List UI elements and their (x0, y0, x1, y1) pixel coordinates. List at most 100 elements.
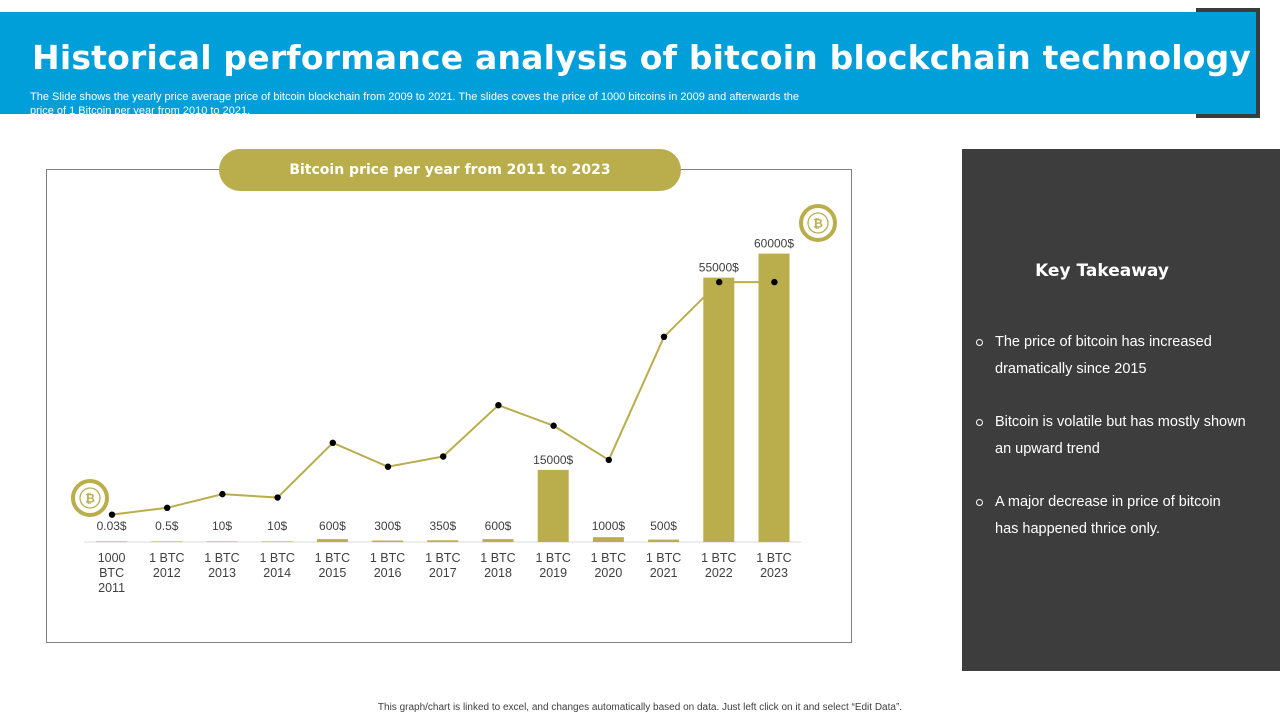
takeaway-text: The price of bitcoin has increased drama… (995, 334, 1212, 377)
x-tick-label: 1000 BTC 2011 (98, 551, 126, 595)
data-label: 0.03$ (97, 519, 127, 533)
bar (482, 539, 514, 542)
page-subtitle: The Slide shows the yearly price average… (30, 91, 800, 117)
trend-point (495, 402, 502, 409)
x-tick-label: 1 BTC 2023 (756, 551, 791, 580)
x-tick-label-line: 1 BTC (259, 551, 294, 565)
x-tick-label-line: 1 BTC (756, 551, 791, 565)
trend-point (605, 456, 612, 464)
header-banner: Historical performance analysis of bitco… (0, 12, 1256, 117)
x-tick-label-line: 2012 (153, 566, 181, 580)
trend-point (108, 511, 116, 518)
x-tick-label: 1 BTC 2013 (204, 551, 239, 580)
bullet-circle-icon (976, 339, 983, 346)
bar (261, 541, 293, 542)
x-tick-label-line: 2011 (98, 581, 125, 595)
x-tick-label-line: 2022 (705, 566, 733, 580)
x-tick-label-line: 1 BTC (646, 551, 681, 565)
data-label: 300$ (374, 519, 401, 533)
x-tick-label-line: 1 BTC (480, 551, 515, 565)
takeaway-text: A major decrease in price of bitcoin has… (995, 494, 1221, 537)
page-title: Historical performance analysis of bitco… (32, 38, 1252, 77)
bar (372, 540, 404, 542)
bar (703, 277, 735, 542)
data-label: 10$ (267, 519, 287, 533)
bullet-circle-icon (976, 419, 983, 426)
trend-point (329, 439, 336, 447)
x-tick-label: 1 BTC 2016 (370, 551, 405, 580)
key-takeaway-panel: Key Takeaway The price of bitcoin has in… (962, 149, 1280, 671)
x-tick-label-line: 2018 (484, 566, 512, 580)
x-tick-label-line: 2019 (539, 566, 567, 580)
x-tick-label-line: 1 BTC (701, 551, 736, 565)
data-label: 10$ (212, 519, 232, 533)
x-tick-label: 1 BTC 2018 (480, 551, 515, 580)
x-tick-label-line: 1 BTC (591, 551, 626, 565)
bullet-circle-icon (976, 499, 983, 506)
takeaway-text: Bitcoin is volatile but has mostly shown… (995, 414, 1246, 457)
x-tick-label-line: 1 BTC (370, 551, 405, 565)
x-tick-label-line: 2015 (318, 566, 346, 580)
x-tick-label: 1 BTC 2020 (591, 551, 626, 580)
x-tick-label-line: 2021 (650, 566, 678, 580)
trend-line (111, 281, 775, 516)
x-tick-label-line: 1 BTC (315, 551, 350, 565)
trend-point (660, 333, 668, 340)
bitcoin-symbol: ₿ (813, 217, 823, 231)
data-label: 55000$ (699, 261, 739, 275)
data-label: 600$ (485, 519, 512, 533)
x-tick-label: 1 BTC 2012 (149, 551, 184, 580)
data-label: 1000$ (592, 519, 626, 533)
trend-point (164, 504, 171, 511)
x-tick-label-line: 1 BTC (149, 551, 184, 565)
bar (206, 541, 238, 542)
bar (758, 253, 790, 542)
chart-title: Bitcoin price per year from 2011 to 2023 (219, 149, 681, 191)
trend-point (440, 453, 447, 460)
bitcoin-coin-inner (807, 212, 829, 234)
trend-point (274, 494, 281, 501)
x-tick-label: 1 BTC 2022 (701, 551, 736, 580)
takeaway-item: Bitcoin is volatile but has mostly shown… (976, 409, 1246, 463)
x-tick-label: 1 BTC 2014 (259, 551, 294, 580)
header-accent-frame (1196, 8, 1260, 118)
trend-point (384, 463, 392, 470)
takeaway-item: The price of bitcoin has increased drama… (976, 329, 1246, 383)
bar (151, 541, 183, 542)
x-tick-label: 1 BTC 2019 (535, 551, 570, 580)
data-label: 15000$ (533, 453, 573, 467)
x-tick-label: 1 BTC 2021 (646, 551, 681, 580)
bar (537, 469, 569, 542)
x-tick-label-line: 2020 (594, 566, 622, 580)
x-tick-label: 1 BTC 2015 (315, 551, 350, 580)
data-label: 0.5$ (155, 519, 179, 533)
x-tick-label-line: 2023 (760, 566, 788, 580)
key-takeaway-title: Key Takeaway (1035, 261, 1169, 281)
x-tick-label-line: 2014 (263, 566, 291, 580)
x-tick-label-line: 2017 (429, 566, 457, 580)
data-label: 600$ (319, 519, 346, 533)
x-tick-label-line: 1000 (98, 551, 126, 565)
x-tick-label-line: 1 BTC (425, 551, 460, 565)
chart-canvas[interactable]: 0.03$ 0.5$ 10$ 10$ 600$ 300$ 350$ 600$ 15000$ 100… (0, 0, 900, 660)
bar (648, 539, 680, 542)
x-tick-label-line: 2013 (208, 566, 236, 580)
bar (96, 541, 128, 542)
trend-point (771, 278, 778, 286)
x-tick-label: 1 BTC 2017 (425, 551, 460, 580)
x-tick-label-line: 2016 (374, 566, 402, 580)
bar (427, 540, 459, 542)
trend-point (219, 490, 226, 498)
takeaway-list: The price of bitcoin has increased drama… (976, 329, 1246, 569)
takeaway-item: A major decrease in price of bitcoin has… (976, 489, 1246, 543)
data-label: 500$ (650, 519, 677, 533)
data-label: 60000$ (754, 237, 794, 251)
x-tick-label-line: 1 BTC (204, 551, 239, 565)
footnote: This graph/chart is linked to excel, and… (377, 702, 903, 713)
bitcoin-coin-inner (79, 487, 101, 509)
data-label: 350$ (429, 519, 456, 533)
trend-point (550, 422, 557, 429)
x-tick-label-line: 1 BTC (535, 551, 570, 565)
bar (316, 539, 348, 542)
bitcoin-symbol: ₿ (85, 492, 95, 506)
